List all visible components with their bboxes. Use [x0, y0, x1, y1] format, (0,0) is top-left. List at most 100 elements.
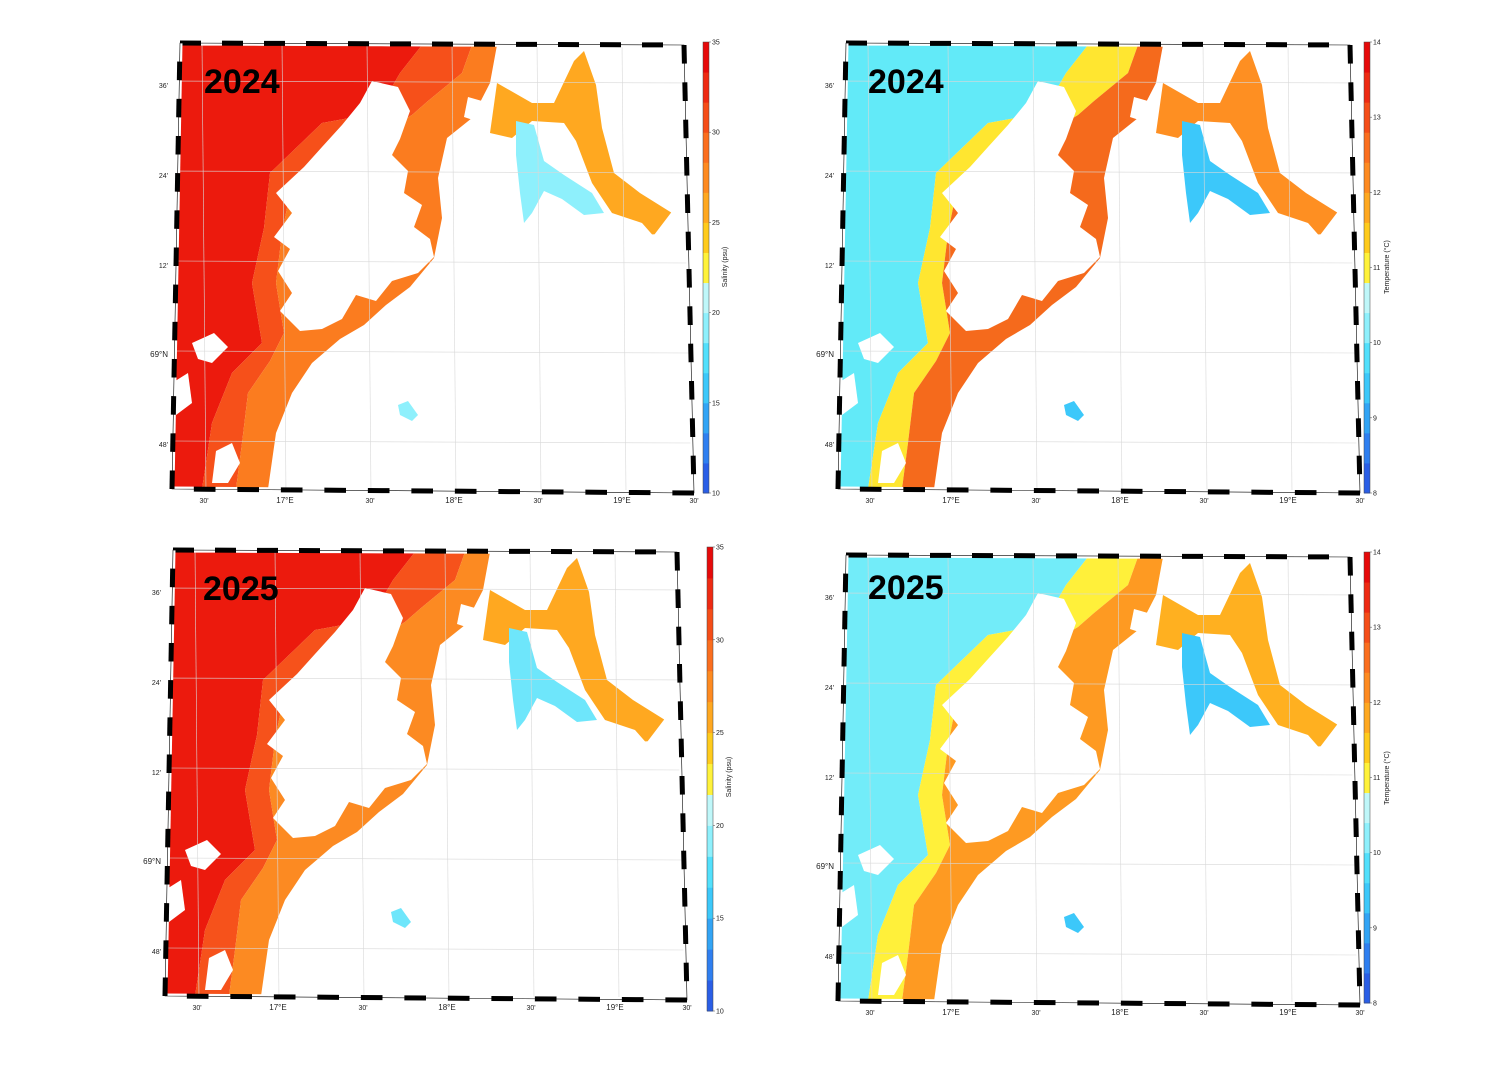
colorbar-swatch	[1364, 312, 1370, 344]
longitude-label: 30'	[526, 1005, 535, 1012]
longitude-label: 17°E	[942, 496, 959, 505]
salinity-2024-field	[172, 43, 694, 493]
colorbar-tick-label: 12	[1373, 190, 1381, 197]
graticule	[838, 555, 1360, 1005]
land-mass	[1028, 419, 1066, 463]
latitude-label: 36'	[159, 83, 168, 90]
colorbar-swatch	[1364, 972, 1370, 1004]
temperature-2025-colorbar: 8 9 10 11 12 13 14 Temperature (°C)	[1363, 550, 1391, 1008]
salinity-2025-map	[162, 547, 690, 1003]
colorbar-tick-label: 20	[712, 310, 720, 317]
colorbar-tick-label: 10	[1373, 850, 1381, 857]
graticule-line	[947, 43, 953, 493]
graticule-line	[838, 80, 1360, 84]
colorbar-swatch	[1364, 432, 1370, 464]
colorbar-swatch	[703, 372, 709, 404]
colorbar-tick-label: 9	[1373, 415, 1377, 422]
longitude-label: 18°E	[438, 1003, 455, 1012]
colorbar-tick-label: 8	[1373, 1001, 1377, 1008]
graticule-line	[536, 43, 542, 493]
graticule-line	[172, 440, 694, 444]
colorbar-swatch	[703, 462, 709, 494]
temperature-2024-colorbar-label: Temperature (°C)	[1383, 240, 1391, 294]
land-mass	[1130, 97, 1148, 121]
colorbar-swatch	[1364, 372, 1370, 404]
colorbar-swatch	[1364, 882, 1370, 914]
eastern-fjords-region	[490, 51, 680, 253]
land-mass	[1082, 795, 1138, 855]
colorbar-swatch	[707, 887, 713, 919]
colorbar-swatch	[1364, 102, 1370, 133]
graticule-line	[529, 550, 535, 1000]
graticule-line	[1032, 555, 1038, 1005]
salinity-2024-colorbar-ticks: 10 15 20 25 30 35	[709, 40, 720, 498]
colorbar-swatch	[1364, 132, 1370, 163]
temperature-2025-year-label: 2025	[868, 569, 944, 607]
frame-outline	[164, 549, 688, 1001]
colorbar-swatch	[1364, 792, 1370, 824]
land-mass	[205, 950, 233, 990]
salinity-2024-colorbar-label: Salinity (psu)	[722, 247, 729, 287]
colorbar-tick-label: 13	[1373, 115, 1381, 122]
graticule-line	[838, 682, 1360, 686]
salinity-2025-colorbar-ticks: 10 15 20 25 30 35	[713, 545, 724, 1016]
longitude-label: 30'	[1355, 1010, 1364, 1017]
colorbar-tick-label: 10	[712, 491, 720, 498]
salinity-2024-map	[169, 40, 697, 496]
longitude-label: 17°E	[942, 1008, 959, 1017]
land-mass	[958, 407, 1004, 455]
latitude-label: 12'	[825, 263, 834, 270]
colorbar-swatch	[703, 42, 709, 73]
temperature-2025-colorbar-ticks: 8 9 10 11 12 13 14	[1370, 550, 1381, 1008]
land-mass	[988, 355, 1064, 405]
colorbar-swatch	[707, 856, 713, 888]
open-ocean-region	[838, 45, 1088, 489]
temperature-2024-colorbar: 8 9 10 11 12 13 14 Temperature (°C)	[1363, 40, 1391, 498]
colorbar-swatch	[707, 918, 713, 950]
land-mass	[212, 443, 240, 483]
colorbar-swatch	[1364, 342, 1370, 374]
colorbar-swatch	[707, 547, 713, 579]
latitude-label: 12'	[825, 775, 834, 782]
temperature-2025-map	[835, 552, 1363, 1008]
colorbar-swatch	[703, 282, 709, 314]
land-mass	[988, 867, 1064, 917]
colorbar-swatch	[703, 402, 709, 434]
longitude-label: 17°E	[269, 1003, 286, 1012]
latitude-label: 24'	[159, 173, 168, 180]
temperature-2024-panel: 2024 36' 24' 12' 69°N 48' 30' 17°E 30' 18°E 30' 1…	[816, 40, 1365, 505]
colorbar-swatch	[1364, 672, 1370, 703]
colorbar-swatch	[707, 980, 713, 1012]
colorbar-swatch	[707, 701, 713, 734]
colorbar-swatch	[1364, 252, 1370, 284]
land-mass	[1276, 603, 1300, 635]
graticule-line	[614, 550, 620, 1000]
salinity-2025-field	[165, 550, 687, 1000]
map-frame	[169, 40, 697, 496]
colorbar-swatch	[707, 639, 713, 672]
land-mass	[192, 333, 228, 363]
temperature-2024-colorbar-ticks: 8 9 10 11 12 13 14	[1370, 40, 1381, 498]
colorbar-swatch	[707, 949, 713, 981]
colorbar-swatch	[1364, 192, 1370, 223]
colorbar-tick-label: 14	[1373, 550, 1381, 557]
graticule-line	[172, 170, 694, 174]
colorbar-swatch	[1364, 42, 1370, 73]
land-mass	[610, 91, 634, 123]
latitude-label: 69°N	[816, 350, 834, 359]
graticule-line	[838, 862, 1360, 866]
land-mass	[1168, 745, 1358, 825]
graticule-line	[172, 260, 694, 264]
land-mass	[464, 97, 482, 121]
graticule-line	[838, 772, 1360, 776]
latitude-label: 36'	[152, 590, 161, 597]
graticule-line	[1117, 555, 1123, 1005]
salinity-2025-colorbar-swatches	[706, 546, 714, 1012]
colorbar-swatch	[703, 222, 709, 253]
longitude-label: 30'	[1199, 498, 1208, 505]
land-mass	[172, 373, 192, 415]
frame-outline	[837, 554, 1361, 1006]
colorbar-swatch	[1364, 762, 1370, 794]
land-mass	[958, 919, 1004, 967]
longitude-label: 18°E	[445, 496, 462, 505]
